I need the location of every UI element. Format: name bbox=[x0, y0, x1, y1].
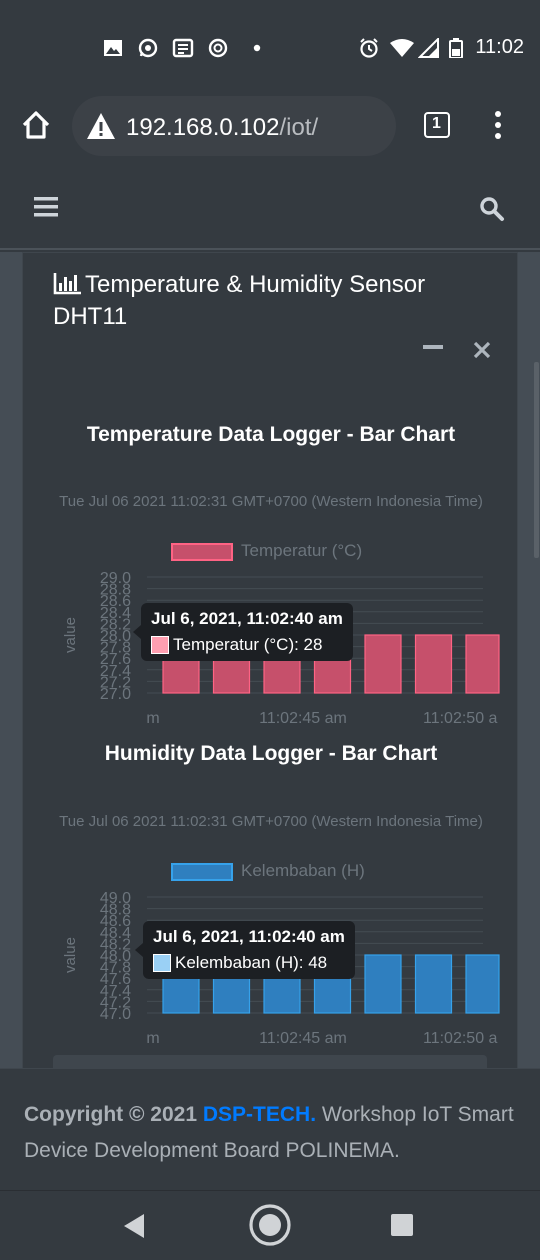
recents-icon[interactable] bbox=[390, 1213, 414, 1237]
x-tick-label: m bbox=[146, 1030, 159, 1047]
minimize-icon[interactable] bbox=[423, 343, 443, 351]
bar bbox=[465, 634, 500, 694]
temp-chart-title: Temperature Data Logger - Bar Chart bbox=[86, 423, 456, 446]
y-tick-label: 28.0 bbox=[100, 628, 131, 645]
humidity-tooltip-label: Kelembaban (H): 48 bbox=[175, 953, 328, 972]
x-tick-label: 11:02:50 a bbox=[423, 710, 498, 727]
brand-link[interactable]: DSP-TECH. bbox=[202, 1103, 317, 1126]
y-axis-label: value bbox=[62, 617, 79, 653]
y-tick-label: 48.4 bbox=[100, 925, 131, 942]
humidity-tooltip-title: Jul 6, 2021, 11:02:40 am bbox=[153, 927, 345, 946]
copyright: Copyright © 2021 bbox=[24, 1103, 198, 1126]
temp-tooltip-label: Temperatur (°C): 28 bbox=[173, 635, 323, 654]
sensor-card: Temperature & Humidity Sensor DHT11 Temp… bbox=[22, 252, 518, 1068]
y-tick-label: 27.8 bbox=[100, 640, 131, 657]
close-icon[interactable] bbox=[473, 341, 491, 359]
temp-legend-label[interactable]: Temperatur (°C) bbox=[241, 541, 363, 560]
humidity-tooltip-caret bbox=[135, 943, 143, 957]
footer-text: Copyright © 2021 DSP-TECH. Workshop IoT … bbox=[24, 1097, 524, 1169]
y-tick-label: 48.6 bbox=[100, 913, 131, 930]
y-tick-label: 48.2 bbox=[100, 936, 131, 953]
bar bbox=[414, 634, 453, 694]
y-axis-label: value bbox=[62, 937, 79, 973]
more-options-icon[interactable] bbox=[488, 110, 508, 140]
warning-icon[interactable] bbox=[86, 112, 116, 140]
humidity-legend-label[interactable]: Kelembaban (H) bbox=[241, 861, 365, 880]
y-tick-label: 27.2 bbox=[100, 674, 131, 691]
wifi-icon bbox=[390, 39, 414, 57]
x-tick-label: m bbox=[146, 710, 159, 727]
temp-tooltip-swatch bbox=[151, 636, 169, 654]
content-wrapper: Temperature & Humidity Sensor DHT11 Temp… bbox=[0, 252, 540, 1068]
next-card-edge bbox=[53, 1055, 487, 1068]
x-tick-label: 11:02:50 a bbox=[423, 1030, 498, 1047]
y-tick-label: 28.6 bbox=[100, 593, 131, 610]
image-icon bbox=[104, 40, 122, 56]
dot-icon bbox=[253, 44, 261, 52]
temp-legend-swatch[interactable] bbox=[171, 543, 233, 561]
url-path: /iot/ bbox=[279, 114, 319, 141]
temp-tooltip: Jul 6, 2021, 11:02:40 am Temperatur (°C)… bbox=[141, 603, 353, 661]
whatsapp-icon bbox=[138, 38, 158, 58]
y-tick-label: 27.0 bbox=[100, 686, 131, 703]
humidity-tooltip: Jul 6, 2021, 11:02:40 am Kelembaban (H):… bbox=[143, 921, 355, 979]
page-footer: Copyright © 2021 DSP-TECH. Workshop IoT … bbox=[0, 1068, 540, 1190]
humidity-chart-date: Tue Jul 06 2021 11:02:31 GMT+0700 (Weste… bbox=[59, 813, 483, 830]
y-tick-label: 29.0 bbox=[100, 570, 131, 587]
bar bbox=[364, 634, 402, 694]
battery-icon bbox=[449, 38, 463, 58]
bar bbox=[465, 954, 500, 1014]
humidity-tooltip-swatch bbox=[153, 954, 171, 972]
y-tick-label: 47.4 bbox=[100, 983, 131, 1000]
temp-tooltip-title: Jul 6, 2021, 11:02:40 am bbox=[151, 609, 343, 628]
y-tick-label: 27.6 bbox=[100, 651, 131, 668]
system-navigation-bar bbox=[0, 1190, 540, 1260]
signal-icon bbox=[418, 38, 439, 58]
bar bbox=[364, 954, 402, 1014]
x-tick-label: 11:02:45 am bbox=[259, 710, 347, 727]
y-tick-label: 48.8 bbox=[100, 902, 131, 919]
x-tick-label: 11:02:45 am bbox=[259, 1030, 347, 1047]
scrollbar[interactable] bbox=[534, 362, 539, 558]
y-tick-label: 47.8 bbox=[100, 960, 131, 977]
y-tick-label: 47.0 bbox=[100, 1006, 131, 1023]
sync-icon bbox=[208, 38, 228, 58]
news-icon bbox=[172, 38, 194, 58]
y-tick-label: 49.0 bbox=[100, 890, 131, 907]
bar-chart-icon bbox=[53, 273, 81, 295]
bar bbox=[414, 954, 453, 1014]
back-icon[interactable] bbox=[122, 1213, 146, 1239]
temperature-bar-chart[interactable]: 29.028.828.628.428.228.027.827.627.427.2… bbox=[23, 553, 519, 733]
y-tick-label: 47.2 bbox=[100, 994, 131, 1011]
temp-chart-date: Tue Jul 06 2021 11:02:31 GMT+0700 (Weste… bbox=[59, 493, 483, 510]
alarm-icon bbox=[360, 38, 378, 58]
tab-switcher-button[interactable]: 1 bbox=[424, 112, 450, 138]
y-tick-label: 28.4 bbox=[100, 605, 131, 622]
url-bar[interactable]: 192.168.0.102/iot/ bbox=[72, 96, 396, 156]
humidity-legend-swatch[interactable] bbox=[171, 863, 233, 881]
home-icon[interactable] bbox=[20, 109, 52, 141]
temp-tooltip-caret bbox=[133, 625, 141, 639]
browser-toolbar: 192.168.0.102/iot/ 1 bbox=[0, 92, 540, 170]
home-button-icon[interactable] bbox=[248, 1203, 292, 1247]
y-tick-label: 48.0 bbox=[100, 948, 131, 965]
hamburger-menu-icon[interactable] bbox=[34, 196, 58, 218]
status-bar: 11:02 bbox=[0, 0, 540, 92]
humidity-chart-title: Humidity Data Logger - Bar Chart bbox=[104, 742, 438, 765]
y-tick-label: 28.2 bbox=[100, 616, 131, 633]
url-text[interactable]: 192.168.0.102/iot/ bbox=[126, 114, 318, 142]
y-tick-label: 27.4 bbox=[100, 663, 131, 680]
url-host: 192.168.0.102 bbox=[126, 114, 280, 141]
tab-count: 1 bbox=[432, 115, 441, 132]
app-navbar bbox=[0, 170, 540, 250]
y-tick-label: 47.6 bbox=[100, 971, 131, 988]
y-tick-label: 28.8 bbox=[100, 582, 131, 599]
footer-description: Workshop IoT Smart Device Development Bo… bbox=[24, 1103, 514, 1162]
clock: 11:02 bbox=[475, 36, 524, 58]
card-title: Temperature & Humidity Sensor DHT11 bbox=[53, 271, 426, 330]
search-icon[interactable] bbox=[479, 196, 505, 222]
